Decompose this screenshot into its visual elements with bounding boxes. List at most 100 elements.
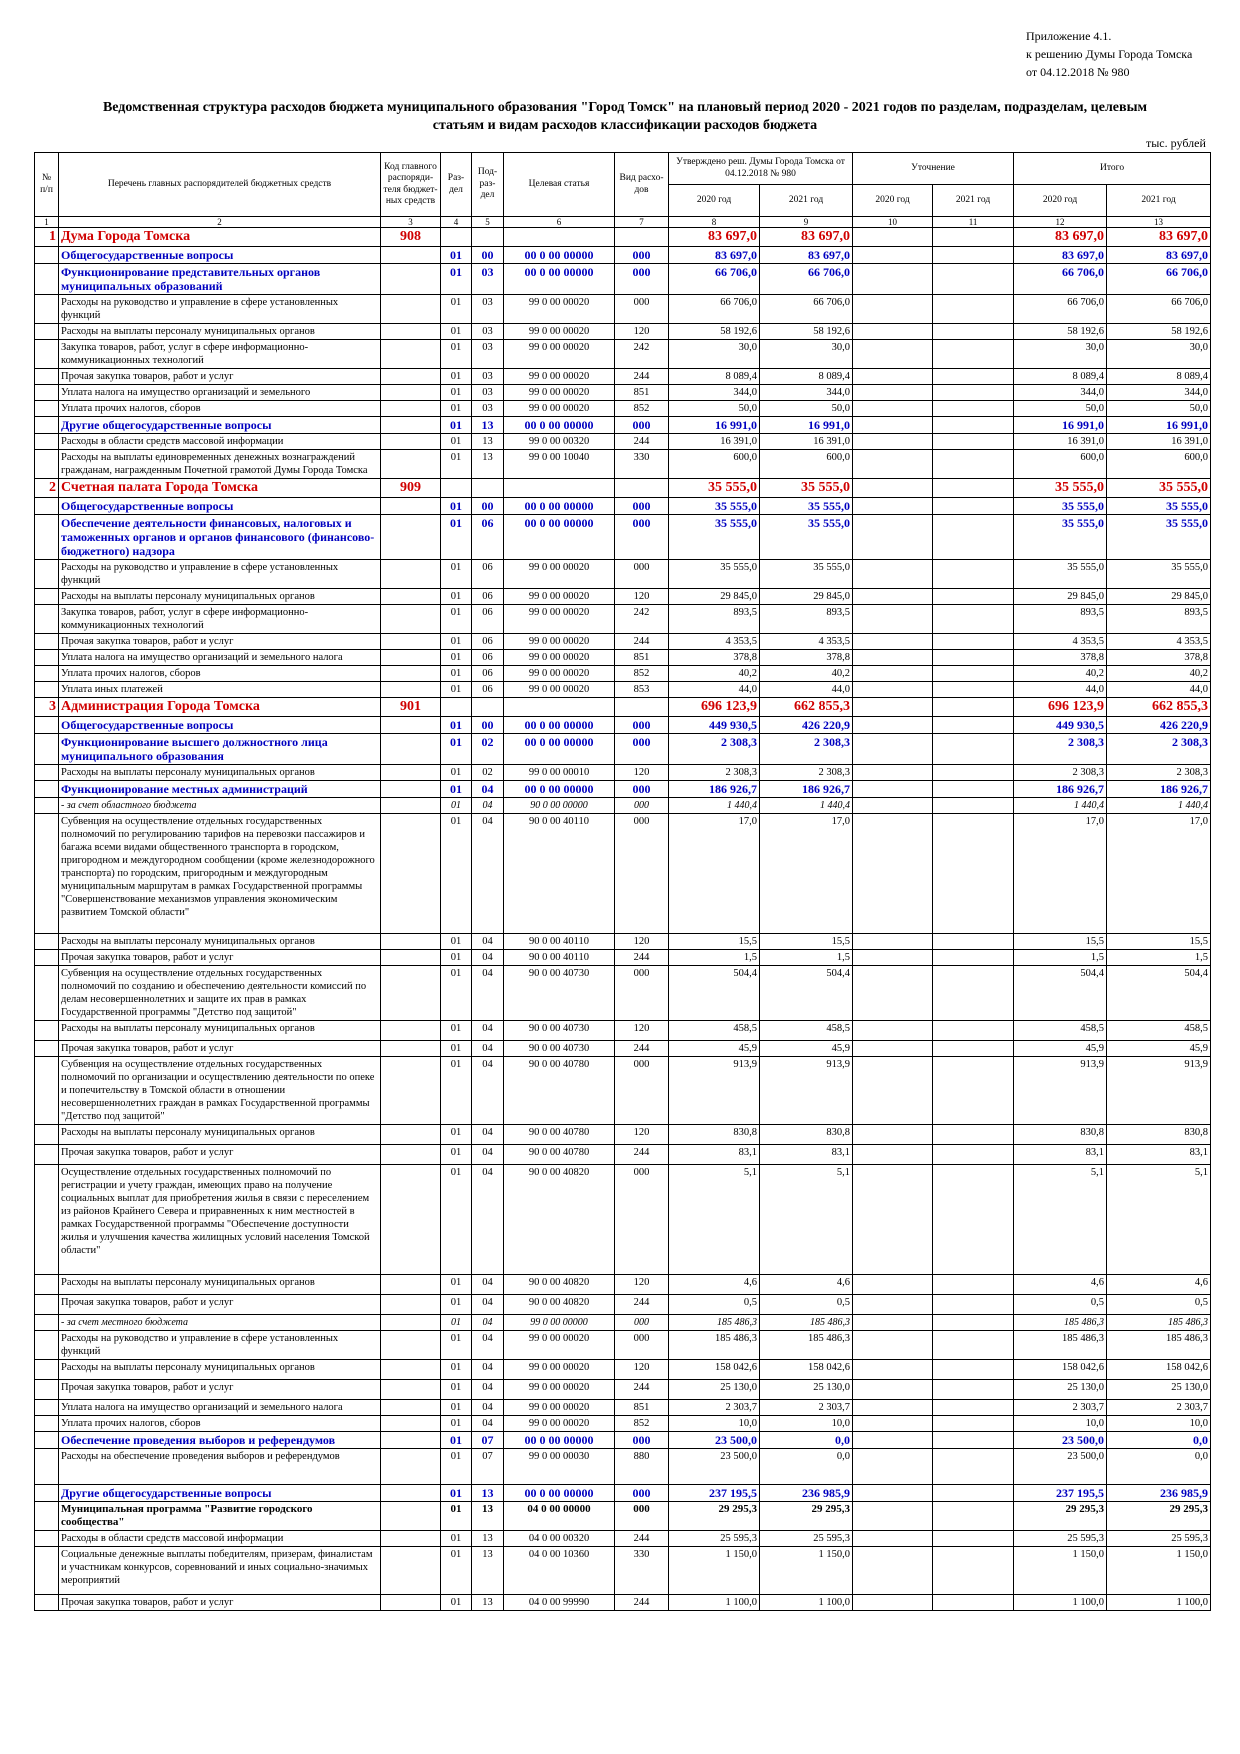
row-razdel: 01 [440,733,472,765]
row-podrazdel: 04 [471,1144,504,1165]
row-number [34,633,59,650]
row-number [34,797,59,814]
row-vid: 000 [614,294,669,324]
row-vid: 242 [614,604,669,634]
row-total-2020: 237 195,5 [1013,1484,1108,1502]
row-podrazdel: 04 [471,949,504,966]
row-razdel: 01 [440,1530,472,1547]
row-razdel: 01 [440,433,472,450]
row-code [380,339,441,369]
table-row: Расходы на обеспечение проведения выборо… [34,1448,1212,1485]
row-approved-2020: 16 391,0 [668,433,760,450]
row-total-2021: 0,0 [1106,1448,1212,1485]
row-code [380,433,441,450]
row-total-2021: 4,6 [1106,1274,1212,1295]
row-approved-2021: 35 555,0 [758,514,854,560]
row-approved-2020: 40,2 [668,665,760,682]
row-number [34,263,59,295]
row-approved-2021: 45,9 [758,1040,854,1057]
row-total-2021: 8 089,4 [1106,368,1212,385]
row-razdel: 01 [440,559,472,589]
row-number: 3 [34,697,59,717]
row-name: Закупка товаров, работ, услуг в сфере ин… [58,339,381,369]
row-approved-2020: 30,0 [668,339,760,369]
column-number: 9 [758,216,854,228]
row-target: 99 0 00 00020 [503,665,615,682]
row-clarification-2020 [852,339,934,369]
row-name: Уплата прочих налогов, сборов [58,400,381,417]
row-name: Администрация Города Томска [58,697,381,717]
row-target: 90 0 00 40110 [503,933,615,950]
row-approved-2021: 158 042,6 [758,1359,854,1380]
table-row: Субвенция на осуществление отдельных гос… [34,1056,1212,1125]
row-code: 901 [380,697,441,717]
row-clarification-2020 [852,416,934,434]
row-clarification-2021 [932,1314,1015,1331]
table-row: Другие общегосударственные вопросы 01 13 00… [34,416,1212,434]
row-target: 99 0 00 00020 [503,1415,615,1432]
row-total-2021: 10,0 [1106,1415,1212,1432]
row-clarification-2021 [932,478,1015,498]
row-code [380,813,441,934]
table-row: - за счет областного бюджета 01 04 90 0 00 … [34,797,1212,814]
row-approved-2020: 29 295,3 [668,1501,760,1531]
row-approved-2021: 893,5 [758,604,854,634]
row-razdel: 01 [440,1124,472,1145]
row-approved-2020: 913,9 [668,1056,760,1125]
row-clarification-2020 [852,1546,934,1595]
row-target: 90 0 00 40820 [503,1294,615,1315]
row-total-2020: 600,0 [1013,449,1108,479]
row-total-2021: 25 130,0 [1106,1379,1212,1400]
row-approved-2020: 378,8 [668,649,760,666]
row-total-2021: 2 308,3 [1106,733,1212,765]
row-approved-2021: 1 440,4 [758,797,854,814]
row-code [380,733,441,765]
column-number: 1 [34,216,59,228]
row-clarification-2021 [932,294,1015,324]
row-code [380,497,441,515]
row-code [380,1415,441,1432]
table-row: Уплата налога на имущество организаций и… [34,384,1212,401]
row-number [34,1530,59,1547]
row-total-2021: 458,5 [1106,1020,1212,1041]
row-podrazdel: 04 [471,1379,504,1400]
row-razdel: 01 [440,797,472,814]
row-number [34,323,59,340]
row-vid: 120 [614,1274,669,1295]
table-row: - за счет местного бюджета 01 04 99 0 00 00… [34,1314,1212,1331]
row-vid: 120 [614,1020,669,1041]
row-total-2020: 4,6 [1013,1274,1108,1295]
row-total-2021: 2 303,7 [1106,1399,1212,1416]
row-podrazdel: 00 [471,716,504,734]
row-razdel: 01 [440,384,472,401]
row-podrazdel [471,478,504,498]
row-total-2020: 29 295,3 [1013,1501,1108,1531]
row-clarification-2021 [932,949,1015,966]
table-row: Субвенция на осуществление отдельных гос… [34,965,1212,1021]
row-podrazdel: 13 [471,449,504,479]
table-row: Расходы на выплаты персоналу муниципальн… [34,764,1212,781]
row-razdel: 01 [440,813,472,934]
row-razdel: 01 [440,933,472,950]
row-code [380,416,441,434]
row-clarification-2021 [932,764,1015,781]
row-vid [614,227,669,247]
row-code: 908 [380,227,441,247]
row-clarification-2020 [852,813,934,934]
row-clarification-2021 [932,1294,1015,1315]
row-name: Расходы на выплаты персоналу муниципальн… [58,933,381,950]
row-vid: 880 [614,1448,669,1485]
column-number: 6 [503,216,615,228]
row-number [34,497,59,515]
column-number: 7 [614,216,669,228]
table-row: Расходы на выплаты персоналу муниципальн… [34,588,1212,605]
row-clarification-2021 [932,588,1015,605]
row-total-2020: 16 991,0 [1013,416,1108,434]
row-clarification-2021 [932,1530,1015,1547]
row-vid: 244 [614,433,669,450]
row-total-2021: 40,2 [1106,665,1212,682]
row-approved-2021: 10,0 [758,1415,854,1432]
row-approved-2020: 35 555,0 [668,559,760,589]
row-total-2021: 50,0 [1106,400,1212,417]
row-code [380,1484,441,1502]
